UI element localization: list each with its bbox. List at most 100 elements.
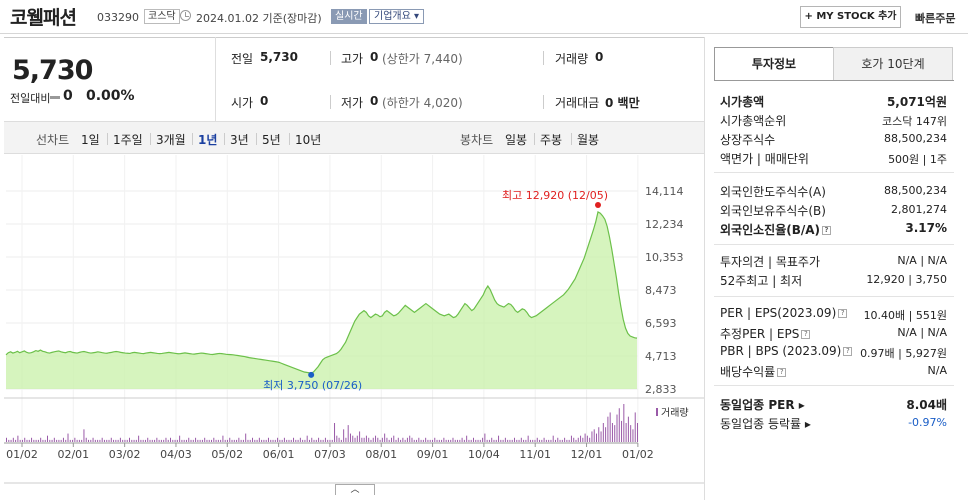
volume-bar: [149, 439, 151, 442]
volume-bar: [434, 437, 436, 442]
period-option-4[interactable]: 3년: [230, 133, 249, 147]
volume-bar: [302, 439, 304, 442]
stock-name: 코웰패션: [10, 7, 77, 29]
volume-bar: [327, 439, 329, 442]
add-mystock-button[interactable]: + MY STOCK 추가: [800, 6, 901, 28]
volume-bar: [500, 439, 502, 442]
volume-bar: [222, 435, 224, 442]
volume-bar: [331, 439, 333, 442]
candle-option-2[interactable]: 월봉: [577, 133, 600, 147]
volume-bar: [580, 435, 582, 442]
tab-invest-info[interactable]: 투자정보: [714, 47, 834, 81]
volume-bar: [281, 439, 283, 442]
invest-value-g4-3: N/A: [927, 364, 947, 377]
volume-bar: [589, 437, 591, 442]
volume-bar: [92, 437, 94, 442]
volume-bar: [400, 439, 402, 442]
change-percent: 0.00%: [86, 88, 135, 104]
volume-bar: [570, 435, 572, 442]
volume-bar: [37, 439, 39, 442]
company-overview-dropdown[interactable]: 기업개요 ▾: [369, 9, 424, 24]
divider: [704, 37, 705, 500]
prev-close-value: 5,730: [260, 50, 298, 64]
invest-value-g3-0: N/A | N/A: [897, 254, 947, 267]
x-tick-label: 01/02: [622, 448, 654, 461]
x-tick-label: 01/02: [6, 448, 38, 461]
volume-bar: [343, 429, 345, 442]
volume-bar: [233, 439, 235, 442]
period-option-3[interactable]: 1년: [198, 133, 218, 147]
invest-label-g4-2: PBR | BPS (2023.09)?: [720, 344, 853, 358]
volume-bar: [88, 439, 90, 442]
line-chart-label: 선차트: [36, 133, 70, 147]
volume-bar: [58, 439, 60, 442]
candle-option-0[interactable]: 일봉: [505, 133, 528, 147]
volume-bar: [390, 437, 392, 442]
volume-bar: [170, 437, 172, 442]
collapse-toggle-button[interactable]: ︿: [335, 484, 375, 495]
divider: [107, 133, 108, 145]
volume-bar: [252, 437, 254, 442]
help-icon[interactable]: ?: [801, 330, 811, 339]
volume-bar: [208, 439, 210, 442]
help-icon[interactable]: ?: [843, 347, 853, 356]
volume-bar: [103, 439, 105, 442]
divider: [289, 133, 290, 145]
x-tick-label: 10/04: [468, 448, 500, 461]
volume-bar: [493, 439, 495, 442]
help-icon[interactable]: ?: [822, 226, 832, 235]
volume-bar: [151, 439, 153, 442]
volume-bar: [15, 439, 17, 442]
volume-bar: [543, 437, 545, 442]
volume-bar: [566, 439, 568, 442]
period-option-5[interactable]: 5년: [262, 133, 281, 147]
volume-bar: [126, 439, 128, 442]
volume-bar: [466, 435, 468, 442]
help-icon[interactable]: ?: [777, 368, 787, 377]
volume-bar: [122, 439, 124, 442]
volume-bar: [304, 439, 306, 442]
divider: [714, 172, 954, 173]
period-option-6[interactable]: 10년: [295, 133, 322, 147]
volume-bar: [614, 425, 616, 442]
volume-bar: [119, 437, 121, 442]
volume-bar: [324, 437, 326, 442]
volume-bar: [623, 404, 625, 442]
volume-bar: [81, 439, 83, 442]
volume-bar: [416, 439, 418, 442]
volume-bar: [306, 435, 308, 442]
period-option-2[interactable]: 3개월: [156, 133, 186, 147]
price-area: [6, 211, 637, 389]
period-option-1[interactable]: 1주일: [113, 133, 143, 147]
volume-bar: [602, 423, 604, 442]
candle-option-1[interactable]: 주봉: [540, 133, 563, 147]
x-tick-label: 05/02: [211, 448, 243, 461]
x-tick-label: 12/01: [571, 448, 603, 461]
volume-bar: [600, 431, 602, 442]
volume-value: 0: [595, 50, 604, 64]
tab-order-book[interactable]: 호가 10단계: [833, 47, 953, 81]
volume-bar: [338, 437, 340, 442]
volume-bar: [165, 437, 167, 442]
volume-bar: [72, 439, 74, 442]
quick-order-button[interactable]: 빠른주문: [915, 12, 956, 25]
volume-bar: [138, 435, 140, 442]
volume-bar: [318, 437, 320, 442]
volume-bar: [154, 439, 156, 442]
volume-bar: [525, 439, 527, 442]
volume-bar: [550, 439, 552, 442]
volume-bar: [365, 435, 367, 442]
realtime-button[interactable]: 실시간: [331, 9, 367, 24]
volume-bar: [224, 439, 226, 442]
volume-bar: [163, 439, 165, 442]
volume-bar: [388, 439, 390, 442]
volume-bar: [498, 435, 500, 442]
volume-bar: [356, 435, 358, 442]
volume-bar: [140, 439, 142, 442]
period-option-0[interactable]: 1일: [81, 133, 100, 147]
volume-bar: [94, 439, 96, 442]
help-icon[interactable]: ?: [838, 309, 848, 318]
volume-bar: [561, 439, 563, 442]
volume-bar: [142, 439, 144, 442]
lower-limit: (하한가 4,020): [382, 96, 463, 110]
